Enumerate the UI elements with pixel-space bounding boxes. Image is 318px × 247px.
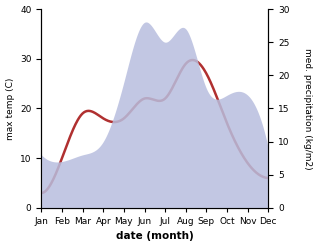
Y-axis label: med. precipitation (kg/m2): med. precipitation (kg/m2) xyxy=(303,48,313,169)
Y-axis label: max temp (C): max temp (C) xyxy=(5,77,15,140)
X-axis label: date (month): date (month) xyxy=(116,231,194,242)
